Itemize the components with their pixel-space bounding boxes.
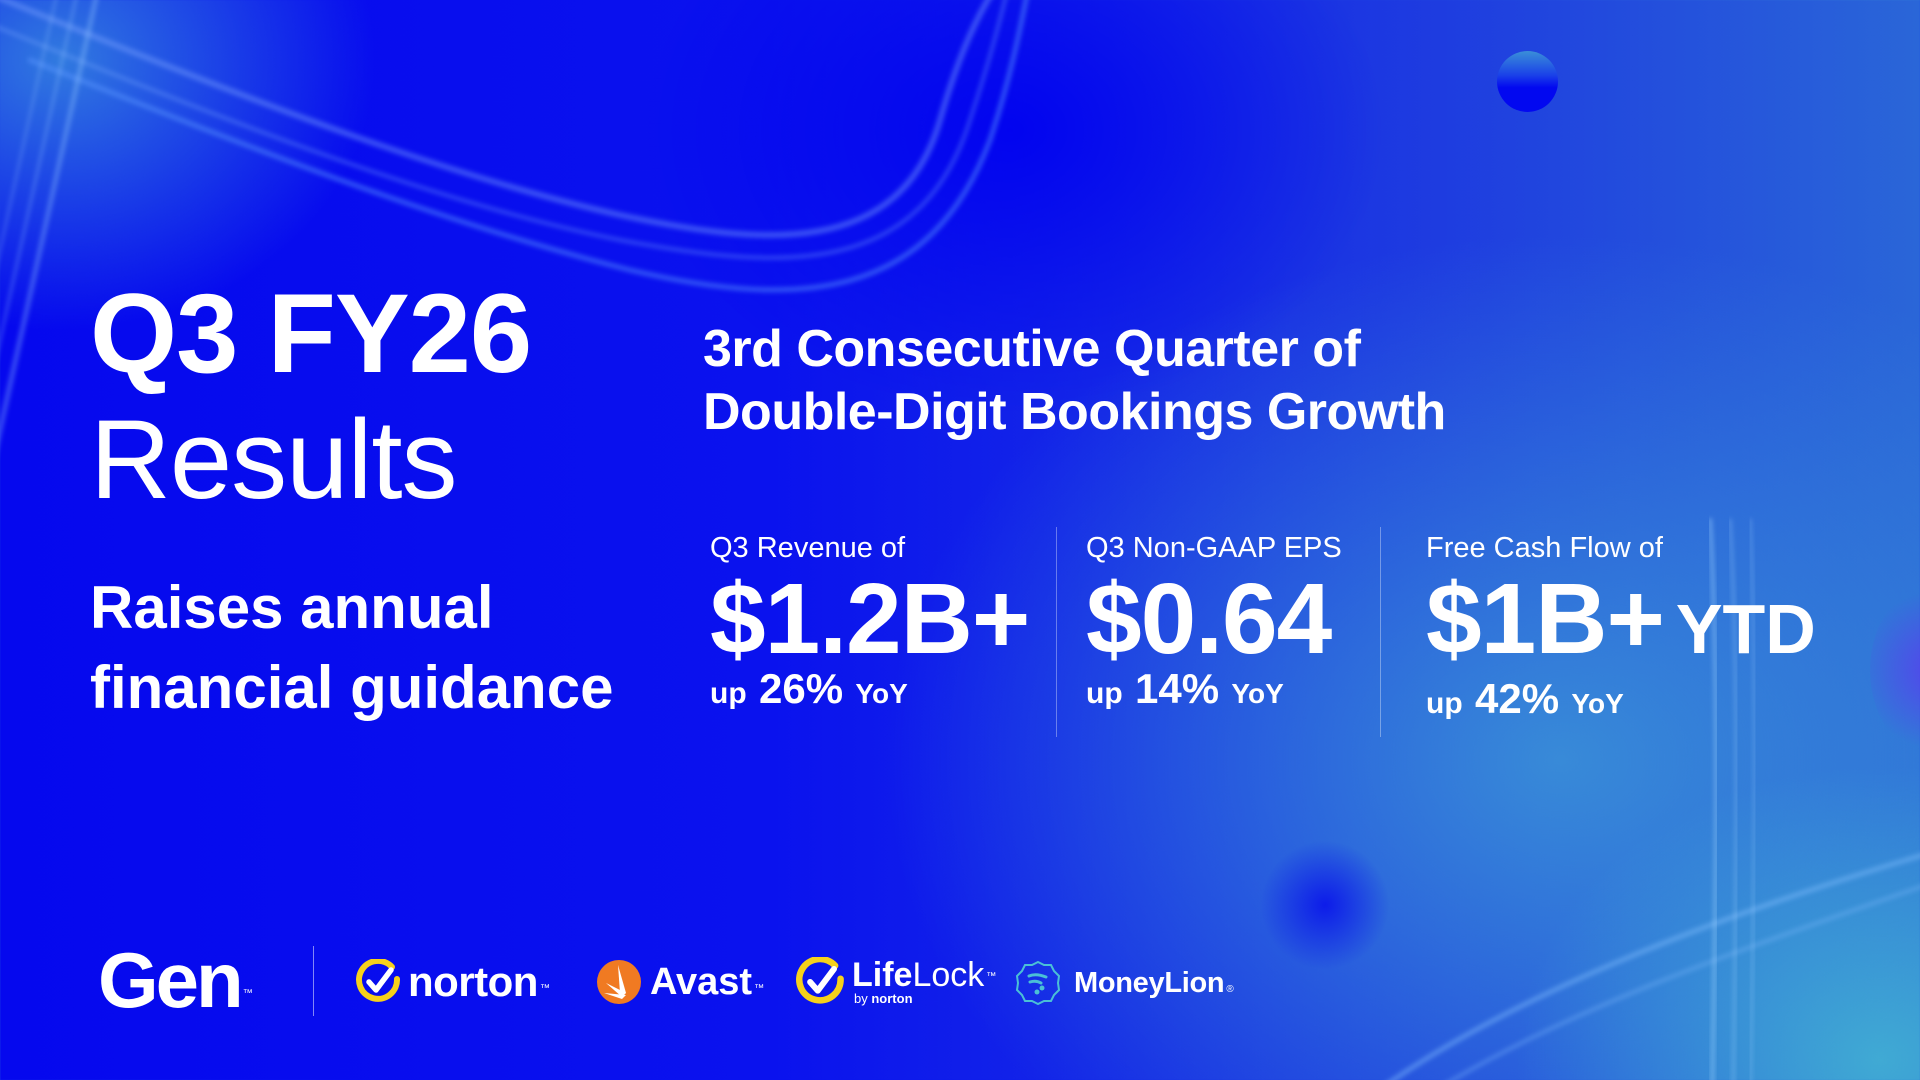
title-results: Results [90,397,457,522]
metric-label: Q3 Revenue of [710,532,906,564]
metric-value: $1B+ YTD [1426,567,1816,681]
metric-label: Free Cash Flow of [1426,532,1663,564]
norton-check-circle-icon [356,959,401,1002]
title-quarter: Q3 FY26 [90,271,532,396]
metric-divider [1056,527,1057,737]
norton-logo: norton ™ [356,958,550,1006]
gen-logo: Gen ™ [98,940,253,1020]
growth-percent: 26% [759,665,844,712]
subtitle: Raises annual financial guidance [90,568,690,728]
growth-prefix: up [1426,687,1463,720]
growth-prefix: up [1086,677,1123,710]
subtitle-line2: financial guidance [90,654,614,721]
registered-mark: ® [1226,983,1234,995]
growth-suffix: YoY [1571,688,1624,719]
lifelock-by: by [854,991,868,1006]
avast-logo: Avast ™ [596,958,764,1006]
growth-prefix: up [710,677,747,710]
lifelock-wordmark: LifeLock ™ by norton [852,958,996,1006]
metric-value: $0.64 [1086,567,1342,671]
logo-divider [313,946,314,1016]
lifelock-check-circle-icon [796,957,844,1004]
metric-growth: up 42% YoY [1426,677,1816,726]
lifelock-norton: norton [871,991,913,1006]
metric-value-suffix: YTD [1675,590,1816,668]
metric-growth: up 26% YoY [710,667,1029,716]
lifelock-light: Lock [912,956,985,994]
growth-percent: 14% [1135,665,1220,712]
headline-line1: 3rd Consecutive Quarter of [703,320,1361,378]
growth-suffix: YoY [855,678,908,709]
moneylion-logo: MoneyLion ® [1014,958,1234,1008]
sphere-decoration [1497,51,1558,112]
gen-wordmark: Gen [98,936,244,1024]
moneylion-lion-badge-icon [1015,960,1061,1006]
metric-divider [1380,527,1381,737]
metric-value-number: $1B+ [1426,563,1665,675]
trademark-mark: ™ [754,982,765,994]
metric-free-cash-flow: Free Cash Flow of $1B+ YTD up 42% YoY [1426,527,1816,737]
lifelock-logo: LifeLock ™ by norton [796,954,996,1010]
lifelock-bold: Life [852,956,913,994]
growth-percent: 42% [1475,675,1560,722]
headline: 3rd Consecutive Quarter of Double-Digit … [703,318,1603,444]
avast-burst-icon [597,960,641,1004]
metric-value-number: $1.2B+ [710,563,1030,675]
metric-label: Q3 Non-GAAP EPS [1086,532,1342,564]
page-title: Q3 FY26 Results [90,271,532,524]
moneylion-wordmark: MoneyLion [1074,967,1225,999]
metric-revenue: Q3 Revenue of $1.2B+ up 26% YoY [710,527,1030,737]
trademark-mark: ™ [242,988,253,999]
growth-suffix: YoY [1231,678,1284,709]
subtitle-line1: Raises annual [90,574,494,641]
metric-eps: Q3 Non-GAAP EPS $0.64 up 14% YoY [1086,527,1342,737]
trademark-mark: ™ [986,971,997,982]
headline-line2: Double-Digit Bookings Growth [703,383,1446,441]
brand-logos-row: Gen ™ norton ™ Avast ™ LifeLock ™ by norton [96,940,1296,1020]
metrics-row: Q3 Revenue of $1.2B+ up 26% YoY Q3 Non-G… [0,527,1920,737]
metric-growth: up 14% YoY [1086,667,1342,716]
metric-value-number: $0.64 [1086,563,1332,675]
avast-wordmark: Avast [650,961,753,1003]
metric-value: $1.2B+ [710,567,1030,671]
trademark-mark: ™ [539,982,550,994]
norton-wordmark: norton [408,958,538,1005]
